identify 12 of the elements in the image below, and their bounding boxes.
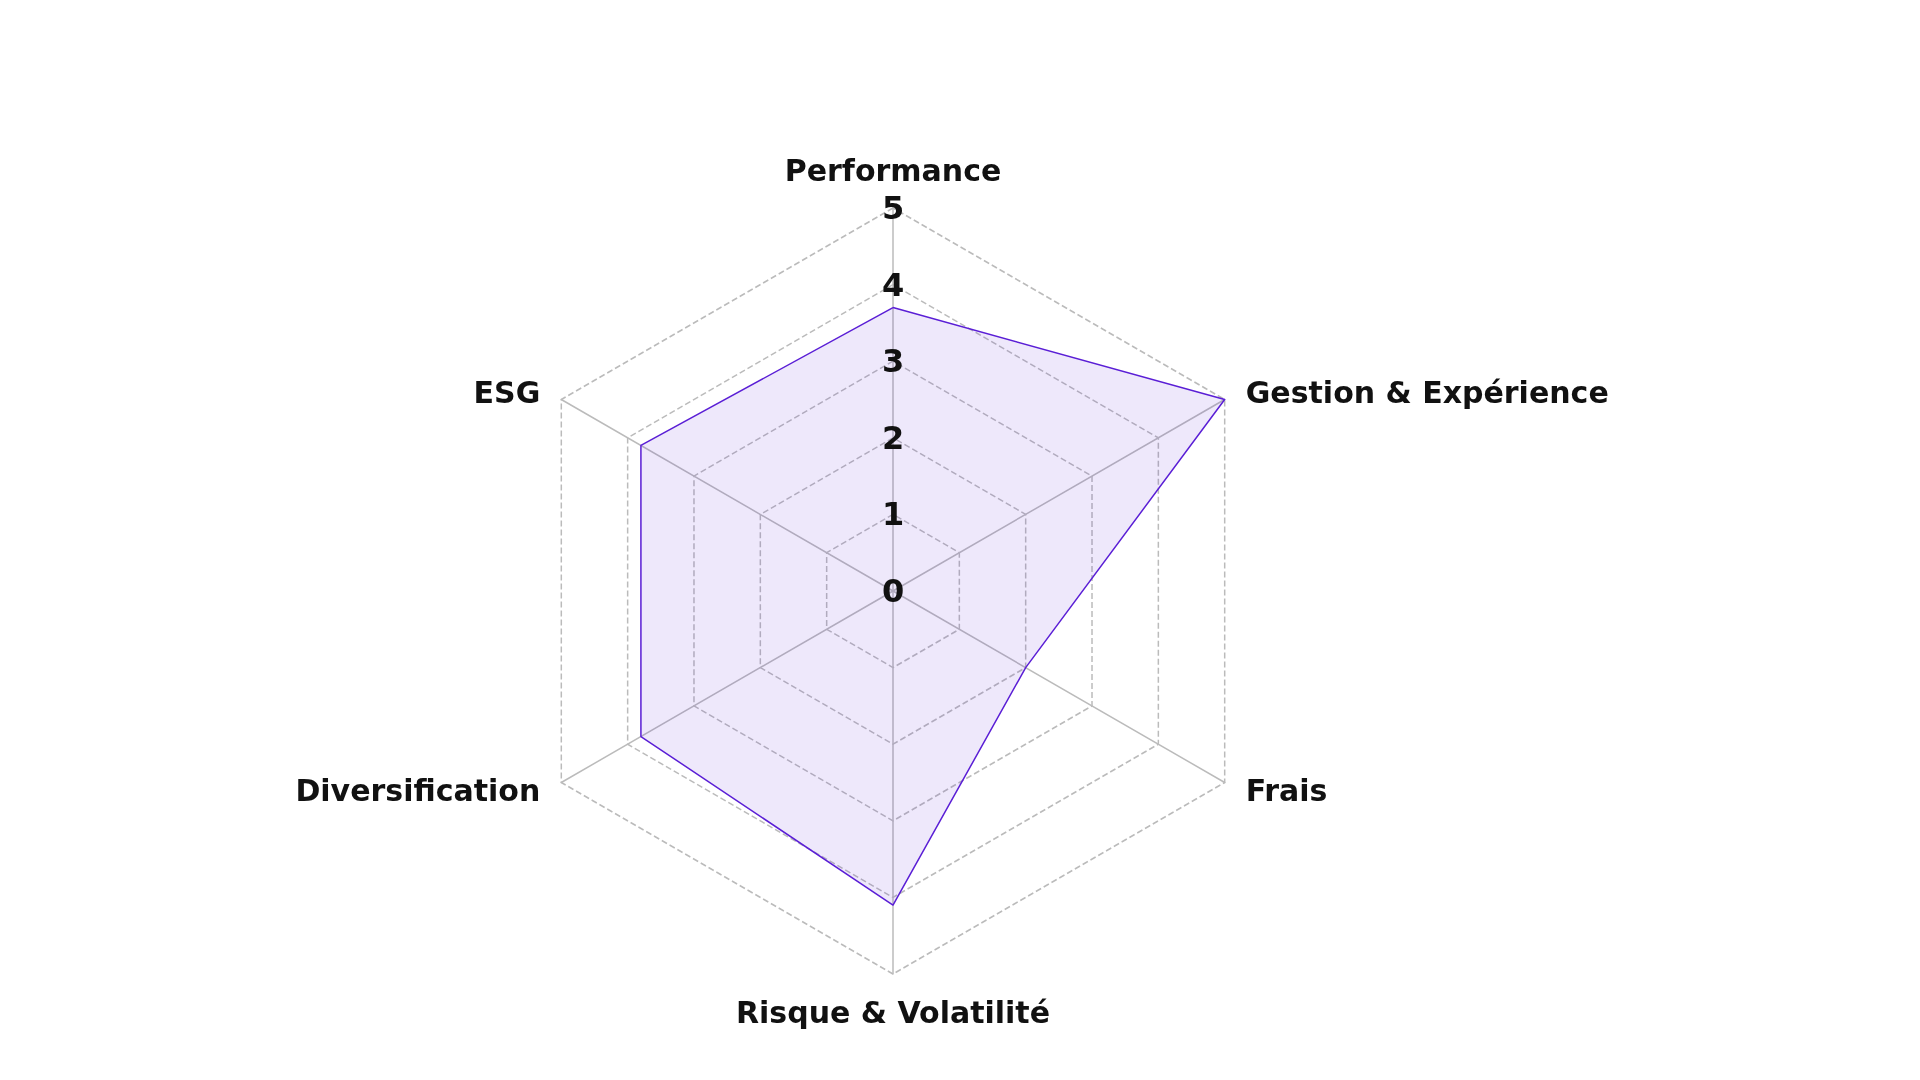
spoke-label: Risque & Volatilité xyxy=(735,994,1051,1030)
spoke-label: Diversification xyxy=(295,772,541,808)
spoke-label: ESG xyxy=(473,374,541,410)
y-tick-label: 0 xyxy=(881,572,905,610)
spoke-label: Performance xyxy=(784,152,1002,188)
y-tick-label: 4 xyxy=(881,265,905,304)
y-tick-label: 5 xyxy=(881,189,905,227)
y-tick-label: 2 xyxy=(881,418,905,457)
spoke-label: Frais xyxy=(1245,772,1328,808)
y-tick-label: 3 xyxy=(881,342,905,381)
y-tick-label: 1 xyxy=(881,495,905,534)
spoke-label: Gestion & Expérience xyxy=(1245,374,1609,410)
